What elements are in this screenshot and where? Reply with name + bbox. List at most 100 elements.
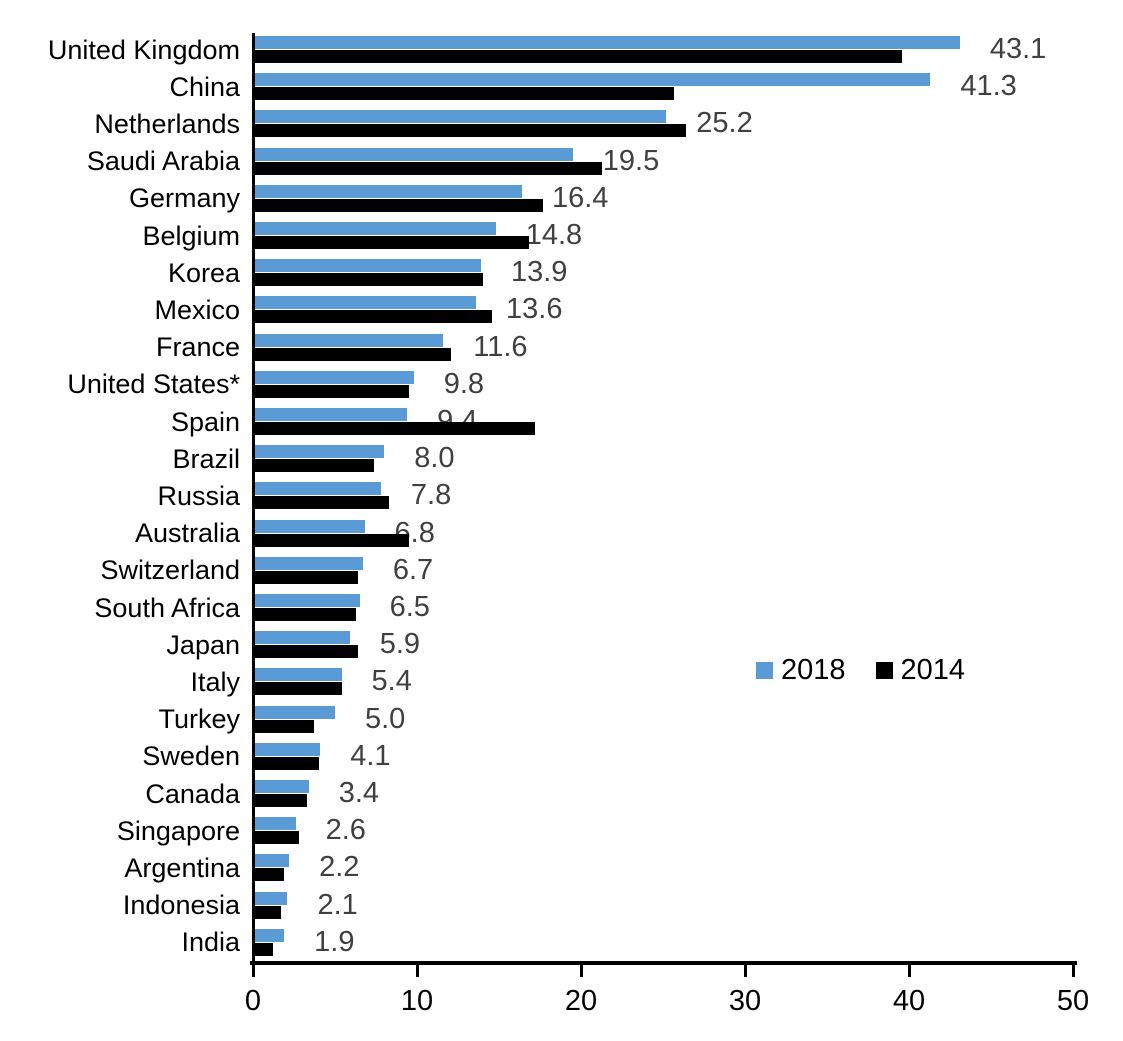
bar-2018 bbox=[253, 482, 381, 496]
category-label: France bbox=[155, 332, 240, 363]
legend-swatch-2018 bbox=[756, 662, 773, 679]
bar-2018 bbox=[253, 445, 385, 459]
x-tick-label: 40 bbox=[892, 985, 926, 1017]
category-label: China bbox=[169, 71, 240, 102]
category-label: United States* bbox=[67, 369, 240, 400]
bar-2014 bbox=[253, 719, 314, 733]
bar-2014 bbox=[253, 459, 375, 473]
bar-2018 bbox=[253, 296, 477, 310]
x-tick-label: 20 bbox=[564, 985, 598, 1017]
bar-2018 bbox=[253, 370, 414, 384]
bar-2014 bbox=[253, 831, 299, 845]
bar-2018 bbox=[253, 147, 573, 161]
bar-2018 bbox=[253, 36, 960, 49]
bar-2018 bbox=[253, 854, 290, 868]
bar-2014 bbox=[253, 905, 281, 919]
value-label: 25.2 bbox=[696, 107, 753, 140]
legend-item-2018: 2018 bbox=[756, 656, 846, 685]
bar-2014 bbox=[253, 608, 357, 621]
bar-2014 bbox=[253, 756, 319, 770]
bar-2018 bbox=[253, 408, 408, 421]
category-label: India bbox=[181, 927, 240, 958]
bar-2018 bbox=[253, 631, 350, 645]
bar-2014 bbox=[253, 87, 675, 101]
x-tick-label: 10 bbox=[400, 985, 434, 1017]
x-tick-mark bbox=[415, 965, 419, 977]
bar-2014 bbox=[253, 496, 390, 510]
bar-2014 bbox=[253, 645, 358, 659]
bar-2014 bbox=[253, 533, 409, 547]
bar-2018 bbox=[253, 73, 931, 87]
value-label: 11.6 bbox=[473, 330, 528, 363]
bar-2014 bbox=[253, 794, 308, 807]
bar-2014 bbox=[253, 570, 358, 584]
bar-2014 bbox=[253, 236, 529, 249]
x-tick-mark bbox=[907, 965, 911, 977]
value-label: 7.8 bbox=[410, 479, 452, 512]
y-axis-line bbox=[252, 33, 255, 964]
value-label: 2.1 bbox=[317, 888, 358, 921]
value-label: 41.3 bbox=[960, 70, 1017, 103]
category-label: Argentina bbox=[124, 852, 240, 883]
category-label: Germany bbox=[128, 183, 240, 214]
category-label: Canada bbox=[145, 778, 240, 809]
bar-2014 bbox=[253, 161, 603, 175]
category-label: Singapore bbox=[116, 815, 240, 846]
category-label: Russia bbox=[157, 480, 240, 511]
category-label: Brazil bbox=[172, 443, 240, 474]
bar-2014 bbox=[253, 868, 285, 882]
bar-2018 bbox=[253, 594, 360, 607]
value-label: 13.6 bbox=[506, 293, 563, 326]
category-label: Mexico bbox=[154, 294, 240, 325]
legend-label: 2018 bbox=[781, 654, 846, 686]
bar-2018 bbox=[253, 110, 667, 124]
bar-2018 bbox=[253, 184, 522, 198]
x-tick-mark bbox=[579, 965, 583, 977]
bar-2018 bbox=[253, 780, 309, 793]
bar-2018 bbox=[253, 556, 363, 570]
category-label: Switzerland bbox=[100, 555, 240, 586]
category-label: Japan bbox=[166, 629, 240, 660]
bar-2018 bbox=[253, 817, 296, 831]
bar-2014 bbox=[253, 682, 342, 696]
x-tick-label: 0 bbox=[244, 985, 262, 1017]
bar-2018 bbox=[253, 742, 321, 756]
category-label: Korea bbox=[167, 257, 240, 288]
x-tick-mark bbox=[251, 965, 255, 977]
category-label: Sweden bbox=[142, 741, 240, 772]
x-tick-label: 30 bbox=[728, 985, 762, 1017]
value-label: 14.8 bbox=[525, 219, 583, 251]
bar-2014 bbox=[253, 273, 483, 287]
bar-2018 bbox=[253, 891, 288, 905]
bar-2014 bbox=[253, 422, 536, 435]
x-tick-mark bbox=[1071, 965, 1075, 977]
category-label: Italy bbox=[190, 666, 240, 697]
value-label: 4.1 bbox=[350, 739, 391, 772]
x-tick-label: 50 bbox=[1056, 985, 1090, 1017]
value-label: 8.0 bbox=[414, 442, 455, 475]
value-label: 5.9 bbox=[379, 628, 421, 661]
bar-2018 bbox=[253, 259, 481, 273]
bar-2014 bbox=[253, 942, 273, 956]
value-label: 16.4 bbox=[551, 181, 609, 214]
bar-2014 bbox=[253, 198, 544, 212]
category-label: Saudi Arabia bbox=[86, 146, 240, 177]
legend-label: 2014 bbox=[900, 654, 966, 686]
bar-2014 bbox=[253, 347, 452, 361]
bar-2018 bbox=[253, 928, 285, 942]
value-label: 43.1 bbox=[989, 33, 1047, 65]
value-label: 3.4 bbox=[338, 777, 380, 809]
category-label: Australia bbox=[134, 518, 240, 549]
legend-item-2014: 2014 bbox=[875, 654, 966, 686]
bar-2018 bbox=[253, 519, 365, 533]
bar-2018 bbox=[253, 333, 444, 347]
value-label: 6.5 bbox=[389, 591, 430, 623]
value-label: 5.4 bbox=[371, 665, 412, 698]
value-label: 6.7 bbox=[392, 553, 434, 586]
category-label: Turkey bbox=[158, 704, 240, 735]
value-label: 2.2 bbox=[319, 851, 360, 884]
bar-2018 bbox=[253, 668, 342, 682]
bar-2018 bbox=[253, 705, 335, 719]
bar-2014 bbox=[253, 124, 686, 138]
